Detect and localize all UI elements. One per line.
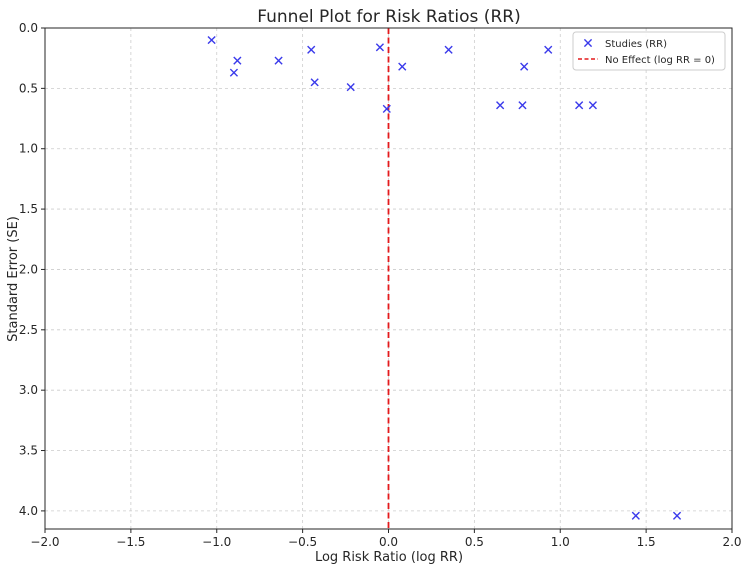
data-point <box>444 45 453 54</box>
y-axis-label: Standard Error (SE) <box>6 216 21 342</box>
data-point <box>544 45 553 54</box>
x-tick-label: −2.0 <box>30 535 59 549</box>
data-point <box>496 101 505 110</box>
y-tick-label: 2.5 <box>19 323 38 337</box>
marker-stroke <box>444 45 453 54</box>
marker-stroke <box>382 104 391 113</box>
x-axis-label: Log Risk Ratio (log RR) <box>315 550 463 565</box>
data-point <box>575 101 584 110</box>
marker-stroke <box>588 101 597 110</box>
marker-stroke <box>346 83 355 92</box>
data-point <box>307 45 316 54</box>
x-axis-ticks: −2.0 −1.5 −1.0 −0.5 0.0 0.5 1.0 1.5 2.0 <box>30 529 742 549</box>
y-tick-label: 2.0 <box>19 262 38 276</box>
x-tick-label: 0.5 <box>465 535 484 549</box>
marker-stroke <box>575 101 584 110</box>
data-point <box>520 62 529 71</box>
legend-label-studies: Studies (RR) <box>605 39 667 50</box>
marker-stroke <box>274 56 283 65</box>
data-point <box>672 511 682 520</box>
x-tick-label: 2.0 <box>722 535 741 549</box>
x-tick-label: −1.0 <box>202 535 231 549</box>
data-point <box>207 35 216 45</box>
marker-stroke <box>310 78 319 87</box>
x-tick-label: 1.0 <box>551 535 570 549</box>
data-point <box>631 511 640 520</box>
marker-stroke <box>307 45 316 54</box>
legend-marker-studies <box>583 38 593 48</box>
x-tick-label: −0.5 <box>288 535 317 549</box>
data-point <box>229 68 239 77</box>
marker-stroke <box>375 43 385 52</box>
data-point <box>382 104 391 113</box>
data-point <box>274 56 283 65</box>
marker-stroke <box>631 511 640 520</box>
legend-label-reference-line: No Effect (log RR = 0) <box>605 55 715 66</box>
marker-stroke <box>229 68 239 77</box>
legend-box <box>572 31 726 71</box>
x-tick-label: 0.0 <box>379 535 398 549</box>
x-tick-label: 1.5 <box>637 535 656 549</box>
marker-stroke <box>520 62 529 71</box>
marker-stroke <box>233 56 242 65</box>
data-point <box>375 43 385 52</box>
marker-stroke <box>672 511 682 520</box>
marker-stroke <box>518 101 527 110</box>
y-tick-label: 1.5 <box>19 202 38 216</box>
data-points <box>207 35 682 520</box>
marker-stroke <box>583 38 593 48</box>
y-tick-label: 4.0 <box>19 504 38 518</box>
data-point <box>310 78 319 87</box>
data-point <box>398 62 407 71</box>
marker-stroke <box>207 35 216 45</box>
y-tick-label: 1.0 <box>19 142 38 156</box>
y-tick-label: 3.5 <box>19 444 38 458</box>
marker-stroke <box>398 62 407 71</box>
x-tick-label: −1.5 <box>116 535 145 549</box>
data-point <box>588 101 597 110</box>
y-tick-label: 0.5 <box>19 81 38 95</box>
data-point <box>346 83 355 92</box>
y-tick-label: 3.0 <box>19 383 38 397</box>
marker-stroke <box>496 101 505 110</box>
y-axis-ticks: 0.0 0.5 1.0 1.5 2.0 2.5 3.0 3.5 4.0 <box>19 21 45 518</box>
y-tick-label: 0.0 <box>19 21 38 35</box>
data-point <box>518 101 527 110</box>
legend: Studies (RR) No Effect (log RR = 0) <box>572 31 726 71</box>
data-point <box>233 56 242 65</box>
marker-stroke <box>544 45 553 54</box>
chart-title: Funnel Plot for Risk Ratios (RR) <box>257 7 520 27</box>
legend-x-marker <box>583 38 593 48</box>
